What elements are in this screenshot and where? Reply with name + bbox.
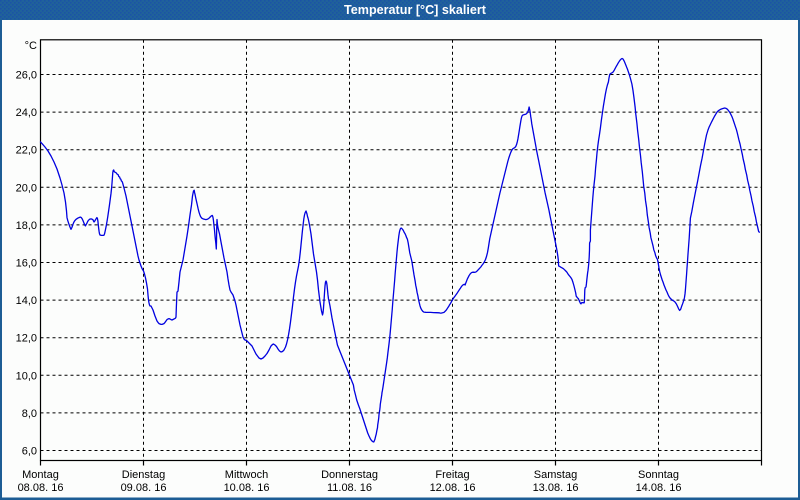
svg-text:Dienstag: Dienstag	[122, 469, 165, 481]
svg-text:Freitag: Freitag	[435, 469, 469, 481]
svg-text:14,0: 14,0	[16, 295, 37, 307]
svg-text:08.08. 16: 08.08. 16	[18, 482, 64, 494]
svg-text:Samstag: Samstag	[534, 469, 577, 481]
svg-text:Mittwoch: Mittwoch	[225, 469, 268, 481]
svg-text:14.08. 16: 14.08. 16	[636, 482, 682, 494]
svg-text:09.08. 16: 09.08. 16	[121, 482, 167, 494]
svg-text:Sonntag: Sonntag	[638, 469, 679, 481]
svg-text:°C: °C	[25, 40, 37, 52]
svg-text:24,0: 24,0	[16, 107, 37, 119]
svg-text:8,0: 8,0	[22, 408, 37, 420]
svg-text:12,0: 12,0	[16, 333, 37, 345]
svg-text:26,0: 26,0	[16, 70, 37, 82]
svg-text:20,0: 20,0	[16, 182, 37, 194]
svg-text:12.08. 16: 12.08. 16	[430, 482, 476, 494]
svg-text:11.08. 16: 11.08. 16	[327, 482, 372, 494]
svg-text:Donnerstag: Donnerstag	[321, 469, 378, 481]
svg-text:18,0: 18,0	[16, 220, 37, 232]
svg-text:22,0: 22,0	[16, 145, 37, 157]
svg-text:6,0: 6,0	[22, 446, 37, 458]
svg-text:16,0: 16,0	[16, 258, 37, 270]
svg-text:Temperatur [°C] skaliert: Temperatur [°C] skaliert	[344, 3, 487, 17]
svg-text:13.08. 16: 13.08. 16	[533, 482, 579, 494]
svg-text:Montag: Montag	[22, 469, 59, 481]
svg-text:10.08. 16: 10.08. 16	[224, 482, 270, 494]
svg-text:10,0: 10,0	[16, 370, 37, 382]
